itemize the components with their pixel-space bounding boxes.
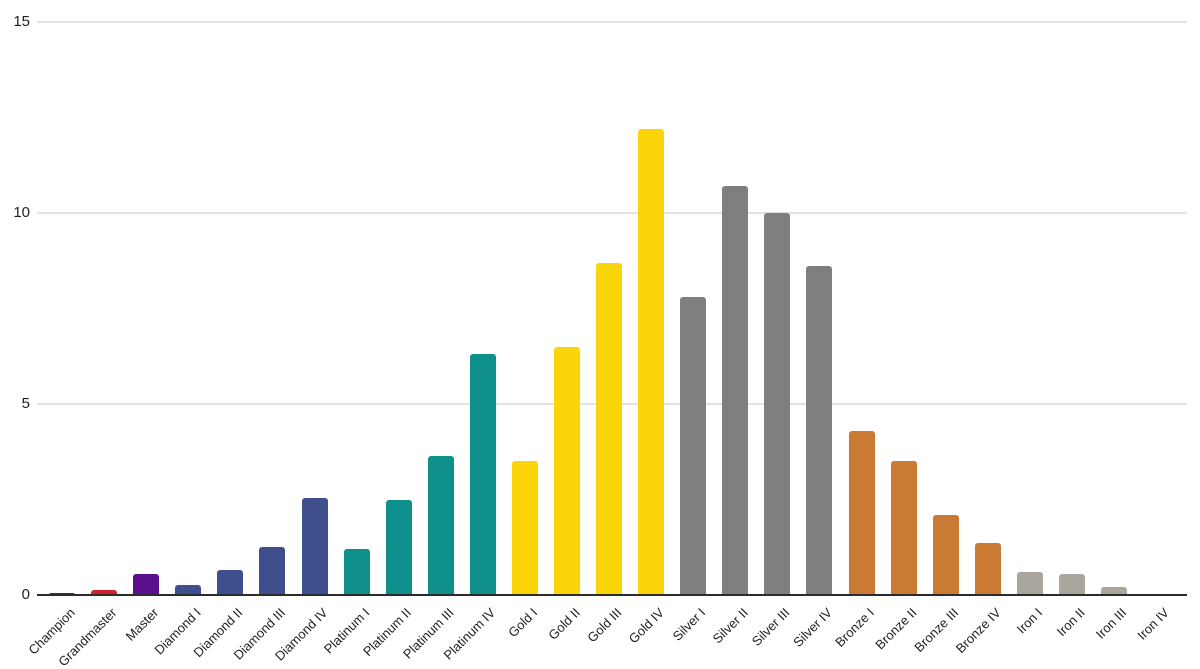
x-category-label: Gold III [584,605,625,646]
bar-slot: Silver III [749,22,798,649]
bar-slot: Gold IV [625,22,672,646]
bar-iron-i[interactable] [1016,572,1043,595]
bar-gold-iv[interactable] [638,128,665,595]
bar-master[interactable] [133,574,160,595]
bar-platinum-ii[interactable] [385,499,412,595]
x-category-label: Master [123,605,162,644]
bar-bronze-ii[interactable] [890,461,917,595]
x-category-label: Bronze III [911,605,962,655]
x-category-label: Iron IV [1133,605,1172,643]
y-tick-label: 15 [13,13,30,30]
bar-slot: Bronze I [832,22,882,650]
bar-slot: Master [123,22,167,644]
y-tick-label: 0 [21,586,30,603]
bar-slot: Grandmaster [55,22,125,669]
bar-grandmaster[interactable] [91,590,118,595]
x-category-label: Silver I [670,605,709,644]
x-category-label: Bronze IV [952,605,1004,656]
bar-platinum-i[interactable] [343,549,370,595]
bar-slot: Gold I [504,22,546,640]
bar-bronze-iv[interactable] [974,543,1001,595]
bar-slot: Iron IV [1134,22,1177,643]
bar-gold-ii[interactable] [553,346,580,595]
bar-silver-i[interactable] [680,297,707,595]
x-category-label: Iron II [1053,605,1088,640]
bar-gold-iii[interactable] [596,262,623,595]
bar-slot: Silver II [710,22,756,646]
x-category-label: Gold IV [625,605,667,647]
bar-silver-ii[interactable] [722,186,749,595]
gridline [37,212,1187,214]
bar-slot: Diamond I [151,22,209,658]
x-category-label: Iron III [1092,605,1130,642]
bar-slot: Bronze II [872,22,925,652]
bar-slot: Iron II [1051,22,1093,639]
bar-silver-iii[interactable] [764,213,791,595]
bar-diamond-iv[interactable] [301,497,328,595]
bar-slot: Platinum II [360,22,420,659]
gridline [37,21,1187,23]
bar-slot: Iron I [1009,22,1051,637]
bar-gold-i[interactable] [511,461,538,595]
x-category-label: Silver II [709,605,751,647]
bar-slot: Platinum III [400,22,462,662]
bar-slot: Iron III [1093,22,1135,642]
bar-slot: Silver I [670,22,714,644]
bar-diamond-ii[interactable] [217,570,244,595]
bar-slot: Platinum IV [441,22,504,663]
bar-slot: Platinum I [321,22,378,656]
bar-iron-iii[interactable] [1100,587,1127,595]
bar-bronze-iii[interactable] [932,514,959,595]
bar-slot: Champion [25,22,83,658]
bar-slot: Silver IV [790,22,840,650]
bar-diamond-i[interactable] [175,585,202,595]
x-category-label: Gold I [505,605,541,641]
bar-slot: Gold III [584,22,630,645]
x-category-label: Silver IV [790,605,836,650]
bar-silver-iv[interactable] [806,266,833,595]
bar-slot: Bronze IV [952,22,1009,656]
plot-area: Champion Grandmaster Master Diamond I Diamon… [25,22,1177,669]
bar-iron-ii[interactable] [1058,574,1085,595]
bar-bronze-i[interactable] [848,430,875,595]
bar-slot: Diamond IV [271,22,335,664]
x-axis-baseline [37,594,1187,596]
bar-diamond-iii[interactable] [259,547,286,595]
bar-slot: Bronze III [911,22,967,655]
x-category-label: Bronze I [832,605,878,650]
x-category-label: Silver III [749,605,793,649]
bar-platinum-iii[interactable] [427,455,454,595]
bar-slot: Diamond III [230,22,293,663]
x-category-label: Iron I [1013,605,1046,637]
bar-platinum-iv[interactable] [469,354,496,595]
bar-slot: Diamond II [191,22,251,660]
y-tick-label: 5 [21,395,30,412]
x-category-label: Gold II [544,605,583,643]
y-tick-label: 10 [13,204,30,221]
bar-slot: Gold II [545,22,588,643]
